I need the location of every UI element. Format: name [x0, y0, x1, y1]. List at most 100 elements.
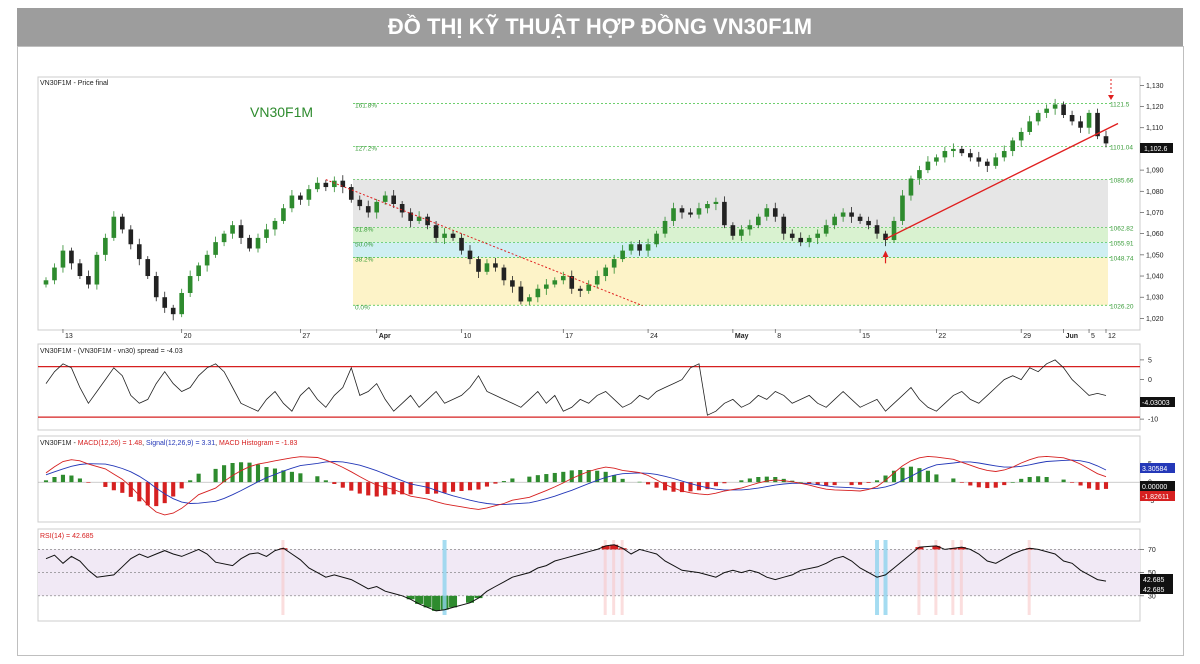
candle-up: [917, 170, 922, 179]
macd-histogram-bar-positive: [315, 476, 320, 483]
price-x-tick-label: 5: [1091, 333, 1095, 340]
rsi-plot: [38, 540, 1140, 615]
macd-histogram-bar-negative: [959, 482, 964, 483]
candle-down: [976, 157, 982, 162]
macd-histogram-bar-negative: [713, 482, 718, 487]
macd-histogram-bar-negative: [340, 482, 345, 488]
candle-up: [382, 195, 388, 202]
candle-up: [544, 284, 549, 289]
macd-histogram-bar-positive: [238, 462, 244, 483]
macd-histogram-bar-negative: [824, 482, 829, 486]
candle-up: [221, 233, 227, 243]
macd-histogram-bar-negative: [171, 482, 176, 497]
macd-panel: VN30F1M - MACD(12,26) = 1.48, Signal(12,…: [37, 435, 1175, 523]
rsi-panel-label: RSI(14) = 42.685: [40, 533, 94, 540]
candle-down: [136, 244, 142, 260]
macd-histogram-bar-negative: [858, 482, 863, 485]
candle-down: [984, 161, 990, 166]
rsi-oversold-fill: [415, 595, 424, 604]
fib-band: [353, 179, 1108, 228]
candle-up: [764, 208, 770, 217]
candle-down: [340, 180, 346, 188]
macd-histogram-bar-negative: [459, 482, 464, 491]
macd-histogram-bar-negative: [832, 482, 837, 486]
candle-up: [1027, 121, 1032, 132]
candle-up: [527, 297, 532, 302]
price-y-tick-label: 1,110: [1146, 125, 1163, 132]
rsi-overbought-fill: [1025, 548, 1034, 550]
fib-value-label: 1121.5: [1110, 101, 1130, 108]
rsi-band: [38, 549, 1140, 596]
candle-down: [722, 201, 727, 226]
candle-up: [281, 208, 286, 221]
rsi-overbought-fill: [915, 547, 924, 550]
spread-panel-label: VN30F1M - (VN30F1M - vn30) spread = -4.0…: [40, 348, 183, 355]
rsi-overbought-fill: [610, 544, 619, 550]
candle-down: [679, 208, 685, 213]
macd-histogram-bar-positive: [637, 481, 642, 483]
candle-down: [1095, 112, 1100, 137]
macd-histogram-bar-negative: [705, 482, 710, 490]
rsi-overbought-marker: [281, 540, 285, 615]
spread-y-axis: 50-5-10: [1140, 357, 1158, 424]
rsi-overbought-marker: [959, 540, 963, 615]
spread-line: [45, 359, 1107, 416]
macd-histogram-bar-positive: [561, 471, 566, 483]
candle-down: [1103, 136, 1109, 144]
macd-histogram-bar-negative: [408, 482, 413, 495]
rsi-overbought-marker: [934, 540, 938, 615]
macd-histogram-bar-negative: [442, 482, 447, 493]
macd-histogram-bar-negative: [120, 482, 125, 493]
macd-panel-label: VN30F1M - MACD(12,26) = 1.48, Signal(12,…: [40, 440, 297, 447]
macd-histogram-bar-positive: [883, 475, 888, 483]
fib-value-label: 1101.04: [1110, 145, 1133, 152]
candle-down: [857, 216, 863, 221]
candle-down: [128, 229, 134, 245]
price-x-tick-label: May: [735, 333, 749, 340]
candle-down: [577, 288, 583, 291]
candle-up: [628, 244, 634, 251]
candle-down: [69, 250, 74, 264]
rsi-oversold-fill: [449, 595, 458, 608]
fib-pct-label: 127.2%: [355, 146, 377, 153]
macd-hist-value: -1.82611: [1142, 494, 1169, 501]
rsi-overbought-fill: [949, 548, 958, 550]
candle-down: [569, 276, 575, 289]
title-banner: ĐỒ THỊ KỸ THUẬT HỢP ĐỒNG VN30F1M: [17, 8, 1183, 46]
price-x-axis: 13 20 27 Apr 10 17 24 May 8 15 22 29 Jun 5 12: [62, 329, 1116, 340]
rsi-line: [45, 544, 1107, 612]
fib-band: [353, 257, 1108, 306]
fib-band: [353, 227, 1108, 243]
rsi-oversold-fill: [406, 595, 415, 600]
rsi-oversold-fill: [423, 595, 432, 608]
technical-chart: VN30F1M - Price final VN30F1M 161.8% 1121…: [37, 76, 1175, 622]
candle-up: [993, 157, 999, 166]
fib-value-label: 1085.66: [1110, 177, 1134, 184]
candle-down: [162, 297, 168, 308]
candle-up: [705, 204, 710, 209]
macd-histogram-bar-positive: [756, 477, 761, 483]
macd-histogram-bar-positive: [188, 480, 193, 483]
candle-up: [416, 216, 422, 221]
rsi-y-tick-label: 70: [1148, 547, 1156, 554]
macd-histogram-bar-positive: [247, 462, 252, 483]
candle-down: [476, 259, 481, 272]
fib-pct-label: 161.8%: [355, 102, 377, 109]
price-y-tick-label: 1,070: [1146, 210, 1164, 217]
candle-up: [696, 208, 702, 215]
macd-histogram-bar-negative: [391, 482, 396, 495]
fib-value-label: 1026.20: [1110, 303, 1134, 310]
macd-histogram-bar-negative: [137, 482, 142, 502]
candle-down: [238, 225, 244, 238]
candle-up: [671, 208, 676, 221]
fib-value-label: 1055.91: [1110, 240, 1134, 247]
price-x-tick-label: 17: [565, 333, 573, 340]
price-x-tick-label: Apr: [379, 333, 391, 340]
macd-histogram-bar-negative: [646, 482, 651, 485]
macd-histogram-bar-negative: [484, 482, 490, 487]
candle-down: [399, 204, 405, 213]
candle-down: [433, 225, 439, 238]
macd-histogram-bar-positive: [1019, 478, 1024, 483]
macd-zero-value: 0.00000: [1142, 484, 1167, 491]
macd-histogram-bar-negative: [993, 482, 998, 488]
